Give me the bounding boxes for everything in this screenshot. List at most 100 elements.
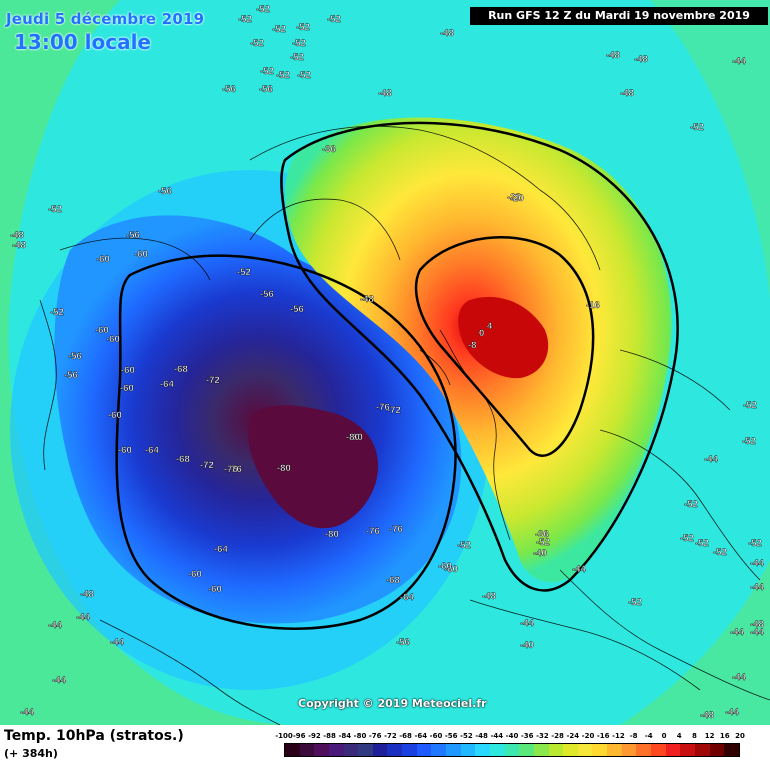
- color-scale-tick-label: 8: [691, 732, 697, 740]
- contour-label: -64: [214, 544, 228, 555]
- contour-label: -60: [120, 383, 134, 394]
- color-scale-swatch: [694, 744, 710, 756]
- color-scale-tick-label: -60: [429, 732, 443, 740]
- contour-label: -52: [457, 540, 471, 551]
- contour-label: -48: [440, 28, 454, 39]
- contour-label: -44: [76, 612, 90, 623]
- contour-label: -52: [680, 533, 694, 544]
- contour-label: -8: [468, 340, 476, 351]
- vortex-core: [248, 405, 379, 529]
- color-scale-swatch: [709, 744, 725, 756]
- color-scale-swatch: [402, 744, 417, 756]
- color-scale-swatch: [548, 744, 564, 756]
- contour-label: -44: [725, 707, 739, 718]
- color-scale-swatch: [460, 744, 476, 756]
- contour-label: -76: [224, 464, 238, 475]
- color-scale-tick-label: 4: [676, 732, 682, 740]
- contour-label: -60: [106, 334, 120, 345]
- continent-outlines: [39, 125, 770, 725]
- contour-label: -68: [176, 454, 190, 465]
- contour-label: -52: [276, 70, 290, 81]
- color-scale-swatch: [563, 744, 578, 756]
- contour-label: -52: [50, 307, 64, 318]
- color-scale-swatch: [372, 744, 388, 756]
- contour-label: -48: [634, 54, 648, 65]
- color-scale-tick-label: -64: [414, 732, 428, 740]
- contour-label: -56: [396, 637, 410, 648]
- contour-label: -76: [376, 402, 390, 413]
- color-scale-tick-label: -24: [566, 732, 580, 740]
- color-scale-swatch: [651, 744, 666, 756]
- contour-label: -44: [20, 707, 34, 718]
- color-scale-tick-label: -12: [612, 732, 625, 740]
- contour-label: -60: [95, 325, 109, 336]
- contour-label: -52: [250, 38, 264, 49]
- color-scale-tick-label: 0: [661, 732, 667, 740]
- contour-label: -52: [742, 436, 756, 447]
- contour-label: -48: [700, 710, 714, 721]
- color-scale-tick-label: -52: [460, 732, 473, 740]
- contour-label: -40: [520, 640, 534, 651]
- contour-label: -48: [620, 88, 634, 99]
- contour-label: -72: [206, 375, 220, 386]
- color-scale-swatch: [724, 744, 739, 756]
- contour-label: -52: [238, 14, 252, 25]
- contour-label: -52: [48, 204, 62, 215]
- contour-label: -60: [438, 561, 452, 572]
- stratosphere-temperature-map: -52 -52 -52 -52 -52 -52 -52 -48 -56 -56 -52 -48 -52-…: [0, 0, 770, 725]
- contour-label: -60: [444, 564, 458, 575]
- rim-right-bottom: [620, 560, 770, 725]
- contour-label: -68: [386, 575, 400, 586]
- contour-label: -52: [256, 4, 270, 15]
- color-scale-swatch: [285, 744, 300, 756]
- color-scale-tick-label: -36: [520, 732, 534, 740]
- contour-label: -80: [325, 529, 339, 540]
- contour-label: -56: [222, 84, 236, 95]
- color-scale-swatch: [665, 744, 681, 756]
- color-scale-tick-label: -92: [308, 732, 321, 740]
- contour-label: -64: [400, 592, 414, 603]
- contour-label: -52: [748, 538, 762, 549]
- contour-label: -48: [606, 50, 620, 61]
- color-scale-tick-label: -68: [399, 732, 412, 740]
- contour-label: -60: [108, 410, 122, 421]
- isoline-vortex: [115, 254, 457, 630]
- contour-label: -52: [327, 14, 341, 25]
- contour-label: -52: [297, 70, 311, 81]
- run-info-banner: Run GFS 12 Z du Mardi 19 novembre 2019: [470, 7, 768, 25]
- color-scale-tick-label: -32: [536, 732, 549, 740]
- contour-label: -28: [507, 192, 521, 203]
- isoline-inner: [414, 236, 595, 457]
- contour-label: -60: [208, 584, 222, 595]
- color-scale-swatch: [577, 744, 593, 756]
- color-scale-tick-label: 20: [735, 732, 745, 740]
- contour-label: -72: [200, 460, 214, 471]
- contour-label: -44: [750, 627, 764, 638]
- color-scale-swatch: [533, 744, 549, 756]
- color-scale-tick-label: -44: [490, 732, 504, 740]
- color-scale-legend: -100 -96 -92 -88 -84 -80 -76 -72 -68 -64 -60 -56 -52…: [275, 732, 745, 757]
- contour-label: -48: [378, 88, 392, 99]
- color-scale-swatch: [416, 744, 432, 756]
- contour-label: -56: [290, 304, 304, 315]
- contour-label: -56: [259, 84, 273, 95]
- contour-label: -68: [174, 364, 188, 375]
- contour-label: -52: [695, 538, 709, 549]
- color-scale-tick-label: 12: [704, 732, 715, 740]
- contour-label: -44: [730, 627, 744, 638]
- color-scale-swatch: [504, 744, 520, 756]
- color-scale-swatch: [387, 744, 403, 756]
- color-scale-tick-label: -28: [551, 732, 564, 740]
- contour-label: -44: [110, 637, 124, 648]
- parameter-label: Temp. 10hPa (stratos.): [4, 728, 184, 744]
- contour-label: -48: [12, 240, 26, 251]
- color-scale-tick-label: -48: [475, 732, 488, 740]
- rim-left: [0, 0, 300, 725]
- map-canvas: -52-52-52-52-52 -52-52-48-56 -56-52-48-52-…: [0, 0, 770, 725]
- contour-label: -44: [48, 620, 62, 631]
- color-scale-tick-label: -88: [323, 732, 336, 740]
- contour-label: -60: [121, 365, 135, 376]
- contour-label: -48: [80, 589, 94, 600]
- color-scale-swatch: [636, 744, 652, 756]
- contour-label: -56: [64, 370, 78, 381]
